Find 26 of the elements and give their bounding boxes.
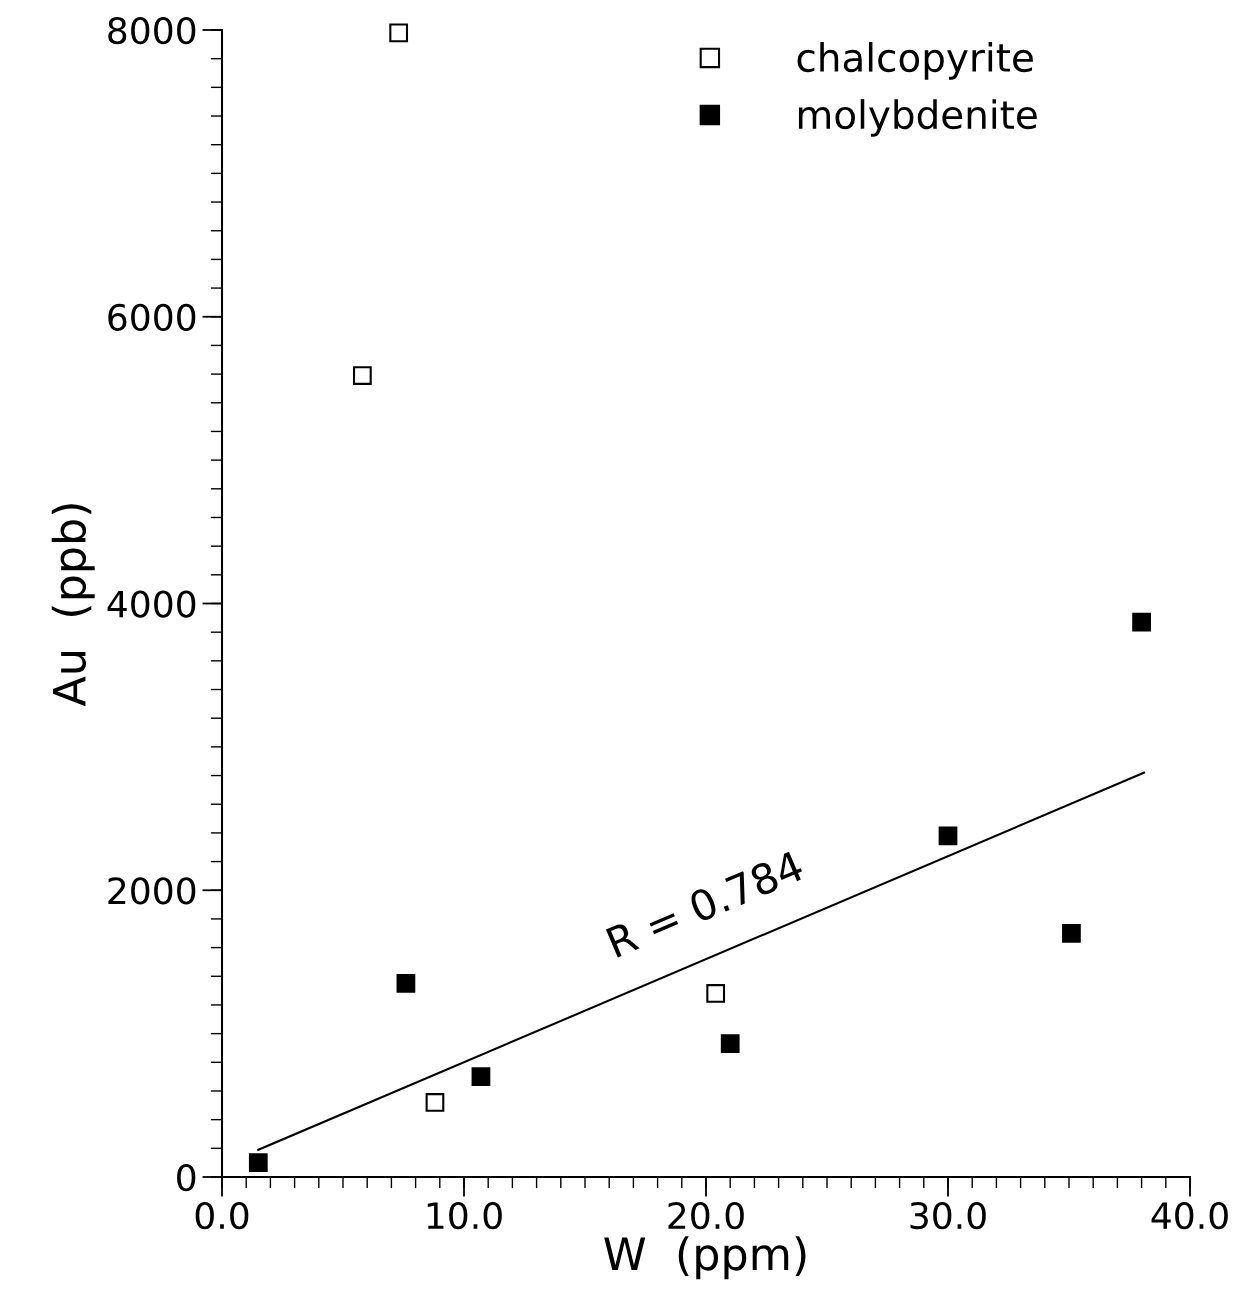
point: [1062, 923, 1081, 943]
y-tick-label: 0: [177, 1163, 196, 1192]
point: [706, 984, 726, 1003]
legend-label: molybdenite: [798, 99, 1037, 137]
y-tick-label: 6000: [108, 303, 196, 331]
y-tick-label: 2000: [108, 877, 196, 905]
y-tick-label: 8000: [108, 16, 196, 45]
point: [425, 1093, 445, 1112]
point: [396, 974, 416, 993]
point: [471, 1067, 491, 1087]
x-tick-label: 0.0: [195, 1201, 249, 1230]
point: [720, 1034, 740, 1054]
x-tick-label: 20.0: [668, 1201, 744, 1230]
legend-label: chalcopyrite: [797, 42, 1033, 80]
x-tick-label: 30.0: [910, 1201, 986, 1230]
x-tick-label: 10.0: [427, 1201, 502, 1230]
point: [1132, 612, 1151, 632]
annotation: R = 0.784: [605, 849, 806, 959]
point: [938, 826, 958, 846]
point: [389, 23, 409, 43]
x-axis-title: W (ppm): [604, 1236, 806, 1280]
point: [248, 1153, 268, 1173]
x-tick-label: 40.0: [1151, 1201, 1228, 1230]
point: [352, 366, 372, 385]
y-axis-title: Au (ppb): [51, 504, 95, 707]
y-tick-label: 4000: [107, 590, 196, 618]
